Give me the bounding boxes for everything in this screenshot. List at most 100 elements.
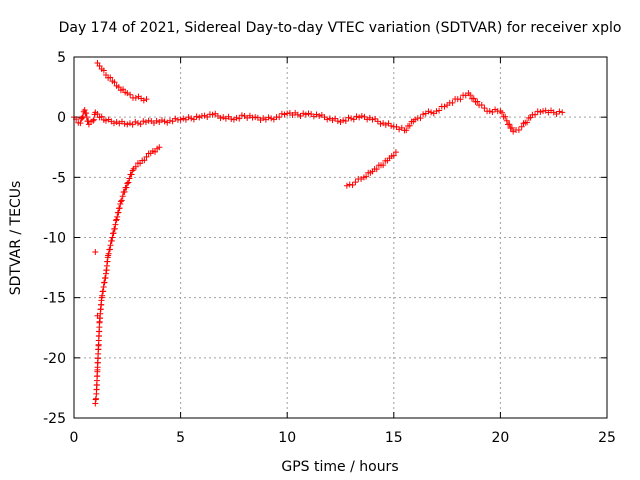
data-point: [120, 86, 127, 93]
data-point: [140, 97, 147, 104]
data-point: [406, 122, 413, 129]
data-point: [124, 121, 131, 128]
data-point: [356, 114, 363, 121]
data-point: [182, 116, 189, 123]
data-point: [372, 115, 379, 122]
data-point: [449, 99, 456, 106]
data-point: [506, 121, 513, 128]
data-point: [112, 221, 119, 228]
data-point: [79, 114, 86, 121]
data-point: [193, 113, 200, 120]
data-point: [100, 67, 107, 74]
data-point: [129, 167, 136, 174]
data-point: [113, 118, 120, 125]
data-point: [556, 108, 563, 115]
data-point: [417, 115, 424, 122]
data-point: [107, 242, 114, 249]
data-point: [481, 105, 488, 112]
data-point: [143, 153, 150, 160]
data-point: [364, 116, 371, 123]
y-tick-label: -20: [43, 351, 66, 367]
y-tick-label: -15: [43, 291, 66, 307]
data-point: [260, 115, 267, 122]
data-point: [268, 115, 275, 122]
data-point: [332, 115, 339, 122]
data-point: [518, 123, 525, 130]
data-point: [252, 114, 259, 121]
data-point: [294, 111, 301, 118]
data-point: [265, 114, 272, 121]
data-point: [385, 120, 392, 127]
data-point: [425, 108, 432, 115]
data-point: [90, 116, 97, 123]
data-point: [396, 126, 403, 133]
data-point: [113, 216, 120, 223]
data-point: [124, 180, 131, 187]
x-tick-label: 25: [598, 430, 616, 446]
data-point: [342, 117, 349, 124]
data-point: [196, 114, 203, 121]
data-point: [98, 113, 105, 120]
data-point: [92, 400, 99, 407]
data-point: [352, 179, 359, 186]
data-point: [83, 114, 90, 121]
data-point: [537, 109, 544, 116]
data-point: [106, 246, 113, 253]
y-tick-label: -25: [43, 411, 66, 427]
data-point: [369, 116, 376, 123]
x-tick-label: 15: [385, 430, 403, 446]
data-point: [478, 102, 485, 109]
data-point: [143, 96, 150, 103]
data-point: [502, 113, 509, 120]
axis-ticks: 0 5 10 15 20 25 -25 -20 -15 -10 -5 0 5: [43, 50, 616, 446]
data-point: [134, 120, 141, 127]
data-point: [114, 213, 121, 220]
y-tick-label: 0: [57, 110, 66, 126]
data-point: [117, 200, 124, 207]
y-tick-label: 5: [57, 50, 66, 66]
data-point: [126, 120, 133, 127]
data-point: [345, 114, 352, 121]
data-point: [382, 121, 389, 128]
data-point: [498, 109, 505, 116]
data-point: [390, 152, 397, 159]
plot-frame: [73, 56, 608, 419]
data-point: [153, 117, 160, 124]
data-point: [220, 114, 227, 121]
data-point: [486, 108, 493, 115]
data-point: [278, 110, 285, 117]
data-point: [172, 115, 179, 122]
data-points: [71, 60, 566, 407]
data-point: [102, 117, 109, 124]
data-point: [374, 118, 381, 125]
data-point: [373, 166, 380, 173]
data-point: [388, 122, 395, 129]
data-point: [436, 107, 443, 114]
data-point: [305, 110, 312, 117]
data-point: [559, 109, 566, 116]
data-point: [300, 110, 307, 117]
y-tick-label: -5: [52, 170, 66, 186]
data-point: [201, 112, 208, 119]
data-point: [92, 248, 99, 255]
data-point: [185, 114, 192, 121]
data-point: [361, 113, 368, 120]
y-axis-label: SDTVAR / TECUs: [8, 181, 24, 296]
data-point: [109, 234, 116, 241]
data-point: [107, 74, 114, 81]
data-point: [161, 118, 168, 125]
data-point: [524, 119, 531, 126]
data-point: [508, 124, 515, 131]
data-point: [134, 160, 141, 167]
data-point: [380, 162, 387, 169]
data-point: [120, 189, 127, 196]
data-point: [83, 110, 90, 117]
data-point: [441, 103, 448, 110]
data-point: [302, 111, 309, 118]
x-axis-label: GPS time / hours: [281, 459, 398, 475]
data-point: [94, 111, 101, 118]
data-point: [111, 225, 118, 232]
data-point: [363, 173, 370, 180]
data-point: [503, 117, 510, 124]
